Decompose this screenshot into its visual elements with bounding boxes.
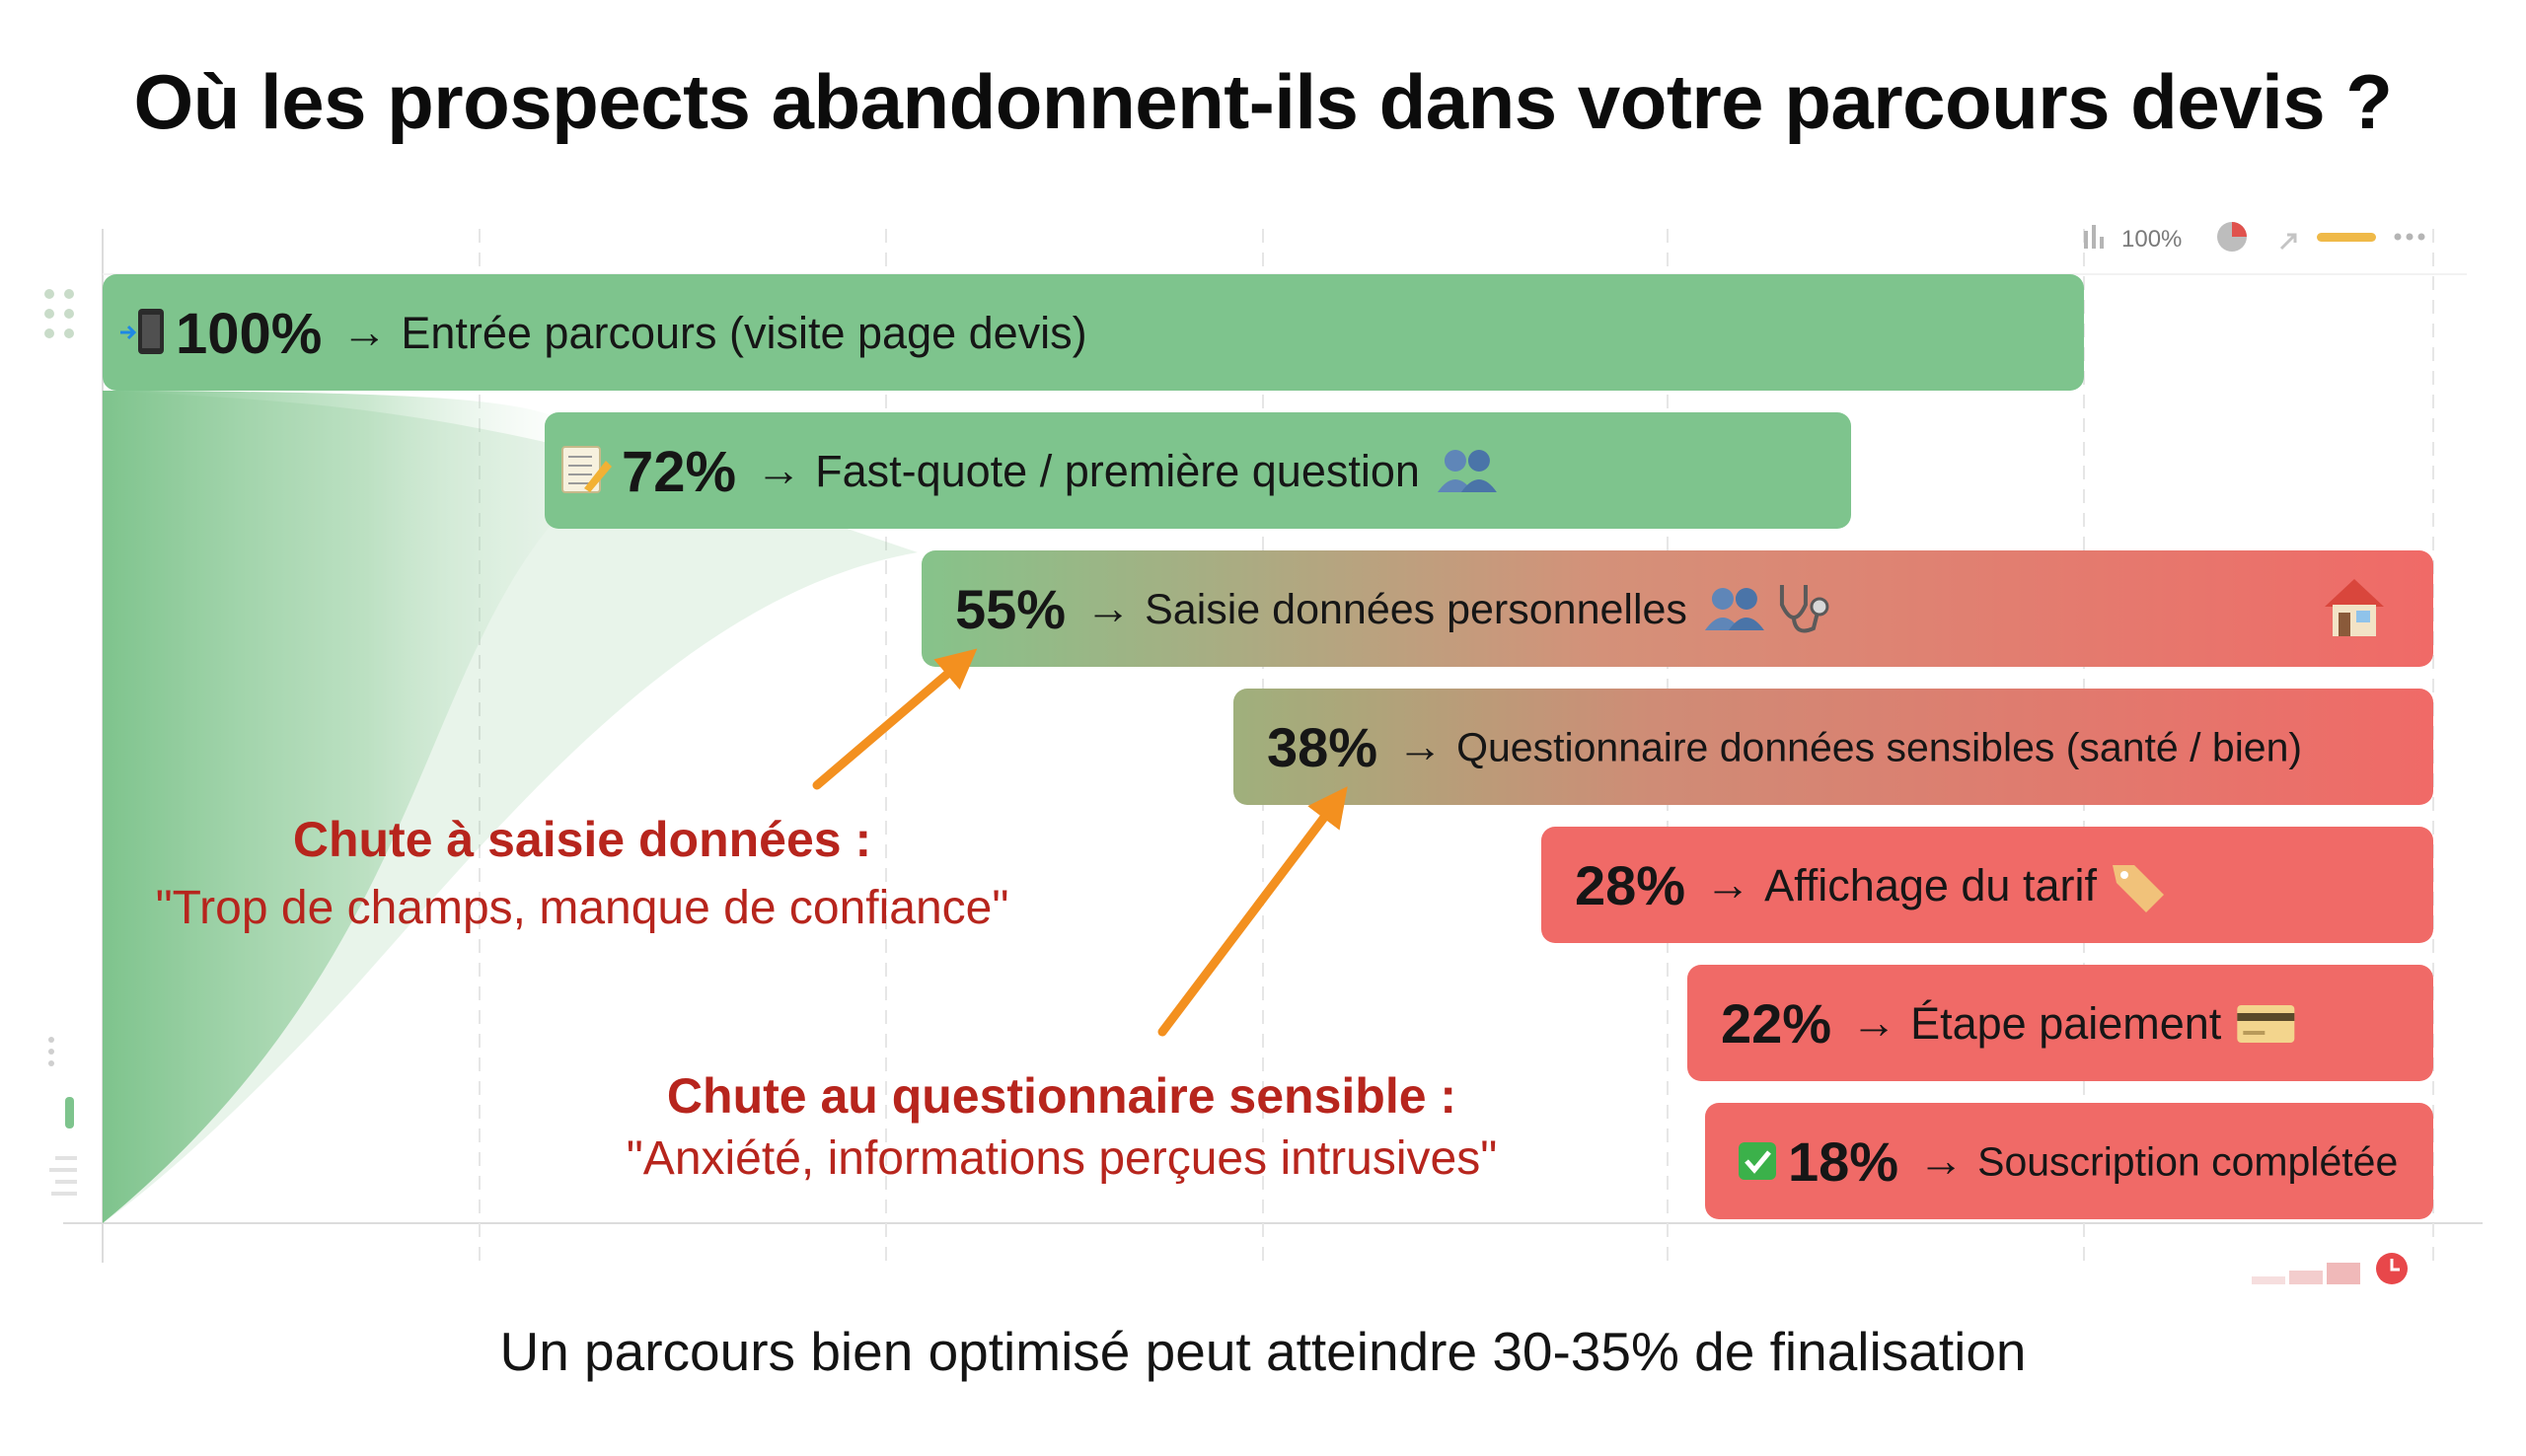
- pie-chart-icon[interactable]: [2217, 222, 2247, 252]
- credit-card-icon: [2237, 1005, 2295, 1043]
- stage-arrow: →: [1085, 582, 1131, 633]
- scroll-indicator[interactable]: [65, 1097, 74, 1128]
- house-icon: [2325, 579, 2384, 636]
- funnel-bar: 100% → Entrée parcours (visite page devis): [103, 274, 2084, 391]
- vertical-dots-icon: [48, 1037, 54, 1066]
- collapse-icon[interactable]: [2279, 233, 2297, 251]
- bar-rect[interactable]: [1233, 689, 2433, 805]
- stage-name-label: Souscription complétée: [1977, 1138, 2398, 1184]
- stethoscope-icon: [1779, 585, 1829, 633]
- stage-name-label: Entrée parcours (visite page devis): [401, 308, 1086, 358]
- stage-arrow: →: [756, 444, 801, 495]
- stage-value-label: 38%: [1267, 716, 1377, 778]
- people-icon: [1437, 450, 1497, 492]
- stage-name-label: Fast-quote / première question: [815, 446, 1420, 496]
- price-tag-icon: [2112, 865, 2164, 912]
- chart-title: Où les prospects abandonnent-ils dans vo…: [133, 58, 2393, 145]
- bar-rect[interactable]: [1705, 1103, 2433, 1219]
- stage-value-label: 55%: [955, 578, 1066, 640]
- annotation-block: Chute à saisie données : "Trop de champs,…: [156, 812, 1009, 934]
- stage-value-label: 28%: [1575, 854, 1685, 916]
- mobile-phone-icon: [120, 309, 164, 354]
- stage-name-label: Questionnaire données sensibles (santé /…: [1456, 724, 2302, 769]
- funnel-bar: 22% → Étape paiement: [1687, 965, 2433, 1081]
- more-options-icon[interactable]: [2394, 233, 2425, 241]
- stage-arrow: →: [1851, 996, 1896, 1048]
- bar-chart-icon[interactable]: [2084, 225, 2104, 249]
- stage-value-label: 22%: [1721, 992, 1831, 1055]
- chart-toolbar: 100%: [2084, 222, 2425, 253]
- stage-arrow: →: [1918, 1134, 1964, 1186]
- annotation-arrow: [1157, 786, 1348, 1037]
- annotation-block: Chute au questionnaire sensible : "Anxiét…: [627, 1068, 1497, 1185]
- chart-footnote: Un parcours bien optimisé peut atteindre…: [499, 1321, 2027, 1382]
- drag-handle-icon[interactable]: [44, 289, 74, 338]
- stage-arrow: →: [1397, 720, 1443, 771]
- zoom-label: 100%: [2121, 226, 2182, 253]
- bar-rect[interactable]: [922, 550, 2433, 667]
- annotation-arrows: [812, 648, 1348, 1037]
- signal-steps-icon: [2252, 1263, 2360, 1284]
- annotation-title: Chute à saisie données :: [293, 812, 871, 867]
- stage-name-label: Affichage du tarif: [1764, 860, 2097, 910]
- annotation-quote: "Anxiété, informations perçues intrusive…: [627, 1132, 1497, 1185]
- stage-arrow: →: [1705, 858, 1750, 910]
- list-lines-icon: [49, 1156, 77, 1196]
- stage-value-label: 100%: [176, 302, 322, 366]
- bar-rect[interactable]: [103, 274, 2084, 391]
- clock-icon: [2376, 1253, 2408, 1284]
- annotation-arrow: [812, 648, 978, 790]
- annotation-quote: "Trop de champs, manque de confiance": [156, 882, 1009, 934]
- check-mark-icon: [1739, 1142, 1776, 1180]
- funnel-bar: 28% → Affichage du tarif: [1541, 827, 2433, 943]
- funnel-bar: 38% → Questionnaire données sensibles (san…: [1233, 689, 2433, 805]
- bar-rect[interactable]: [1687, 965, 2433, 1081]
- stage-value-label: 18%: [1788, 1130, 1898, 1193]
- stage-name-label: Saisie données personnelles: [1145, 586, 1687, 633]
- toolbar-slider[interactable]: [2317, 233, 2376, 242]
- funnel-bar: 18% → Souscription complétée: [1705, 1103, 2433, 1219]
- funnel-bar: 72% → Fast-quote / première question: [545, 412, 1851, 529]
- funnel-bar: 55% → Saisie données personnelles: [922, 550, 2433, 667]
- funnel-flow-ribbon: [103, 391, 918, 1223]
- annotation-title: Chute au questionnaire sensible :: [667, 1068, 1456, 1124]
- stage-name-label: Étape paiement: [1910, 998, 2222, 1049]
- bar-rect[interactable]: [545, 412, 1851, 529]
- stage-value-label: 72%: [622, 440, 736, 504]
- memo-icon: [561, 446, 612, 493]
- funnel-bars: 100% → Entrée parcours (visite page devis)…: [103, 274, 2433, 1219]
- bar-rect[interactable]: [1541, 827, 2433, 943]
- stage-arrow: →: [341, 306, 387, 357]
- people-icon: [1704, 588, 1764, 630]
- annotations: Chute à saisie données : "Trop de champs,…: [156, 812, 1498, 1185]
